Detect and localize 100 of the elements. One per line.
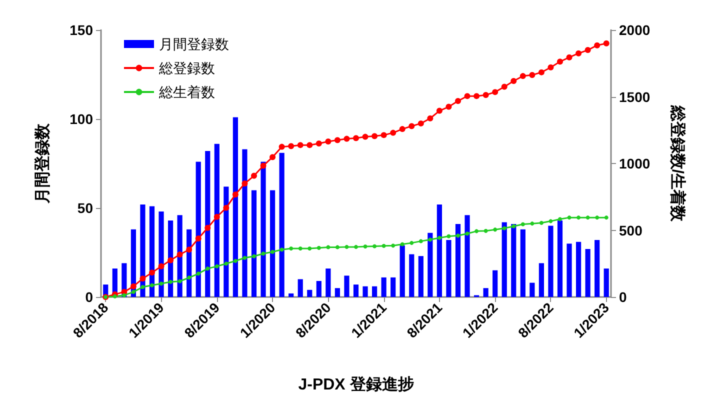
bar — [242, 149, 248, 297]
point — [306, 142, 313, 148]
point — [196, 272, 200, 276]
point — [233, 258, 238, 263]
point — [594, 42, 600, 48]
point — [501, 84, 508, 90]
bar — [362, 286, 368, 297]
bar — [372, 286, 378, 297]
point — [427, 115, 434, 122]
point — [410, 240, 414, 245]
point — [493, 228, 498, 232]
point — [455, 98, 461, 104]
point — [548, 64, 554, 70]
bar — [604, 268, 609, 297]
bar — [566, 244, 572, 297]
point — [298, 246, 302, 251]
y2-tick-label: 0 — [619, 289, 627, 305]
y-axis-title: 月間登録数 — [34, 122, 52, 204]
point — [464, 93, 470, 100]
point — [390, 130, 396, 136]
y2-tick-label: 2000 — [619, 22, 650, 38]
bar — [288, 293, 294, 297]
point — [492, 89, 498, 96]
point — [408, 123, 415, 130]
bar — [576, 242, 582, 297]
point — [436, 108, 442, 114]
point — [288, 143, 294, 150]
bar — [279, 152, 284, 297]
point — [280, 248, 284, 252]
point — [576, 50, 582, 56]
point — [187, 276, 192, 280]
bar — [326, 268, 331, 297]
point — [520, 222, 525, 226]
bar — [158, 212, 164, 297]
point — [261, 252, 266, 256]
point — [260, 162, 266, 169]
point — [251, 172, 257, 179]
point — [428, 238, 432, 242]
point — [130, 283, 136, 290]
bar — [149, 206, 155, 297]
point — [362, 134, 368, 140]
point — [380, 132, 387, 138]
point — [270, 250, 275, 254]
point — [242, 180, 248, 187]
legend-label: 総生着数 — [158, 84, 215, 100]
bar — [585, 248, 590, 297]
bar — [502, 222, 507, 297]
y2-tick-label: 500 — [619, 222, 643, 238]
bar — [205, 151, 210, 297]
point — [178, 279, 182, 284]
point — [567, 216, 572, 220]
point — [372, 133, 378, 140]
y-tick-label: 50 — [77, 200, 94, 216]
point — [326, 245, 330, 250]
legend-label: 月間登録数 — [159, 36, 229, 52]
bar — [436, 204, 442, 297]
bar — [140, 204, 146, 297]
point — [484, 228, 488, 233]
bar — [483, 288, 488, 297]
point — [595, 216, 600, 220]
point — [418, 239, 423, 244]
bar — [224, 186, 229, 297]
point — [150, 283, 154, 288]
bar — [214, 144, 220, 297]
bar — [344, 276, 350, 297]
point — [168, 280, 173, 284]
point — [270, 154, 276, 160]
point — [603, 40, 610, 46]
bar — [307, 290, 312, 297]
point — [176, 252, 183, 258]
bar — [196, 162, 201, 297]
point — [112, 294, 117, 298]
bar — [520, 229, 526, 297]
point — [334, 137, 340, 144]
bar — [177, 215, 182, 297]
bar — [260, 162, 266, 297]
legend-label: 総登録数 — [158, 60, 215, 76]
bar — [511, 224, 516, 297]
bar — [232, 117, 238, 297]
point — [437, 236, 442, 240]
point — [344, 136, 350, 142]
point — [316, 140, 322, 146]
point — [186, 246, 192, 253]
point — [446, 104, 452, 110]
point — [465, 232, 470, 236]
bar — [548, 226, 554, 297]
point — [325, 138, 332, 144]
point — [586, 216, 590, 220]
y-tick-label: 0 — [85, 289, 94, 305]
point — [391, 244, 396, 248]
point — [297, 142, 304, 148]
point — [335, 245, 340, 250]
y2-tick-label: 1000 — [619, 156, 650, 172]
bar — [557, 220, 563, 297]
y-tick-label: 150 — [70, 22, 94, 38]
point — [242, 256, 247, 260]
point — [584, 47, 591, 54]
bar — [316, 280, 322, 297]
point — [195, 236, 202, 242]
point — [204, 224, 211, 231]
